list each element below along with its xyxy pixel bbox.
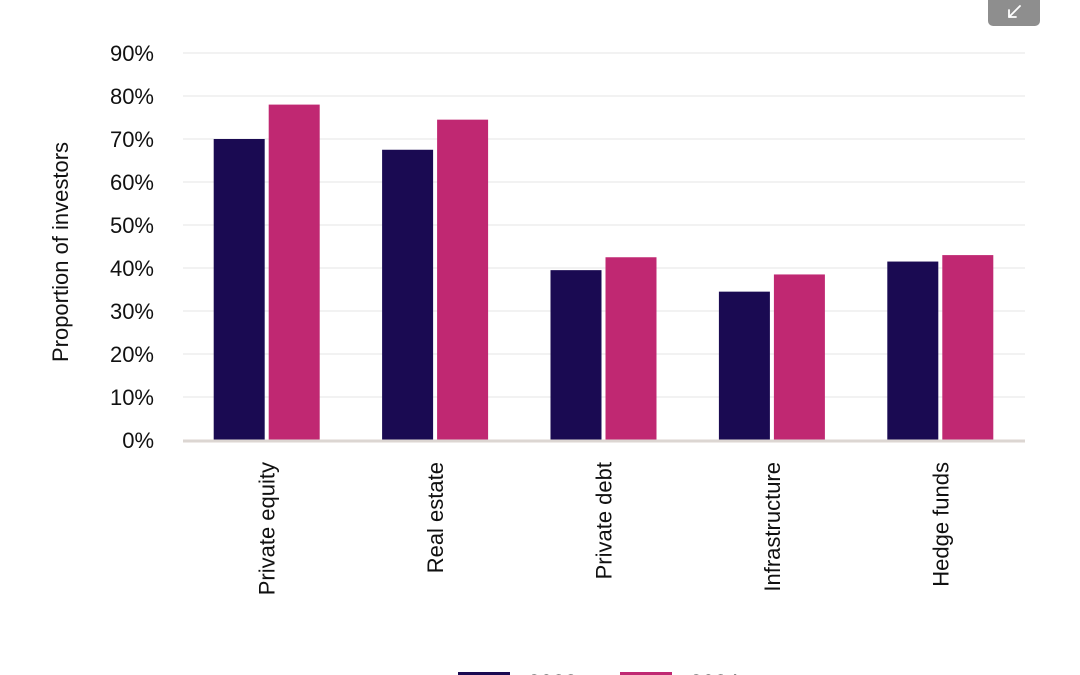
y-tick-label: 20% bbox=[110, 342, 154, 367]
legend-swatch-2023 bbox=[458, 672, 510, 675]
y-axis-title: Proportion of investors bbox=[48, 142, 73, 362]
bar-2024-private-equity bbox=[268, 104, 320, 440]
bar-2023-hedge-funds bbox=[887, 261, 939, 440]
x-axis-category-labels: Private equity Real estate Private debt Inf… bbox=[255, 462, 954, 595]
x-tick-label: Private equity bbox=[255, 462, 280, 595]
x-tick-label: Hedge funds bbox=[928, 462, 953, 587]
y-tick-label: 40% bbox=[110, 256, 154, 281]
y-tick-label: 30% bbox=[110, 299, 154, 324]
bar-2023-private-debt bbox=[550, 270, 602, 440]
x-tick-label: Infrastructure bbox=[760, 462, 785, 592]
bar-2024-infrastructure bbox=[773, 274, 825, 440]
bar-2023-infrastructure bbox=[718, 291, 770, 440]
y-tick-label: 10% bbox=[110, 385, 154, 410]
gridlines bbox=[183, 52, 1025, 398]
collapse-arrow-icon bbox=[1008, 5, 1021, 18]
bars bbox=[213, 104, 994, 441]
legend: 2023 2024 bbox=[458, 670, 739, 675]
y-tick-label: 0% bbox=[122, 428, 154, 453]
bar-2024-real-estate bbox=[437, 119, 489, 441]
bar-2023-real-estate bbox=[382, 149, 434, 440]
bar-2024-hedge-funds bbox=[942, 255, 994, 440]
y-tick-label: 90% bbox=[110, 41, 154, 66]
bar-2023-private-equity bbox=[213, 139, 265, 440]
legend-swatch-2024 bbox=[620, 672, 672, 675]
x-tick-label: Private debt bbox=[592, 462, 617, 579]
bar-2024-private-debt bbox=[605, 257, 657, 440]
collapse-button[interactable] bbox=[988, 0, 1040, 26]
legend-label: 2024 bbox=[690, 670, 739, 675]
y-tick-label: 80% bbox=[110, 84, 154, 109]
y-axis-ticks: 0% 10% 20% 30% 40% 50% 60% 70% 80% 90% bbox=[110, 41, 154, 453]
y-tick-label: 50% bbox=[110, 213, 154, 238]
legend-label: 2023 bbox=[528, 670, 577, 675]
y-tick-label: 70% bbox=[110, 127, 154, 152]
y-tick-label: 60% bbox=[110, 170, 154, 195]
x-tick-label: Real estate bbox=[423, 462, 448, 573]
